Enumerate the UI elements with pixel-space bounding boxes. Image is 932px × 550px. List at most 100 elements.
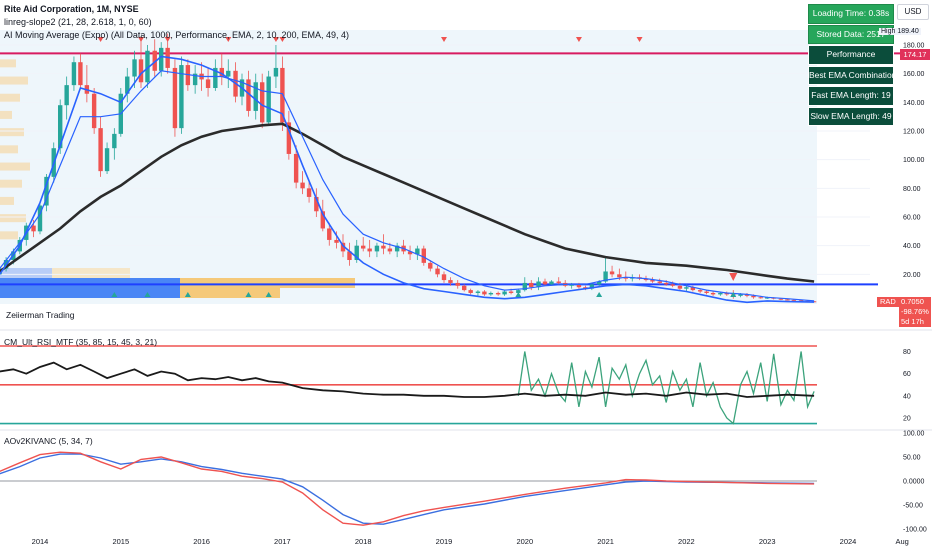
candle-body: [684, 287, 689, 289]
buy-marker: [515, 292, 522, 297]
candle-body: [138, 59, 144, 83]
ao-tick-label: 0.0000: [903, 479, 925, 486]
candle-body: [347, 251, 352, 260]
candle-body: [300, 182, 305, 189]
candle-body: [246, 79, 251, 111]
sell-marker: [138, 37, 144, 42]
candle-body: [556, 281, 561, 283]
candle-body: [421, 248, 426, 263]
fast-ema-line: [0, 70, 815, 302]
candle-body: [205, 79, 211, 88]
candle-body: [394, 245, 400, 252]
linreg-legend[interactable]: linreg-slope2 (21, 28, 2.618, 1, 0, 60): [4, 17, 152, 27]
candle-body: [455, 282, 460, 286]
volume-profile-bar: [0, 231, 18, 240]
candle-body: [596, 281, 602, 285]
time-tick-label: 2014: [32, 537, 49, 546]
candle-body: [266, 76, 271, 123]
last-price-change: -98.76%: [901, 307, 929, 316]
candle-body: [367, 248, 372, 252]
candle-body: [516, 290, 521, 293]
time-tick-label: 2016: [193, 537, 210, 546]
candle-body: [407, 251, 413, 255]
time-tick-label: Aug: [895, 537, 908, 546]
price-tick-label: 160.00: [903, 71, 925, 78]
candle-body: [293, 153, 299, 183]
candle-body: [327, 228, 332, 240]
symbol-title[interactable]: Rite Aid Corporation, 1M, NYSE: [4, 4, 139, 14]
candle-body: [213, 67, 218, 88]
candle-body: [798, 300, 804, 302]
candle-body: [78, 62, 83, 86]
candle-body: [104, 148, 110, 172]
rsi-legend[interactable]: CM_Ult_RSI_MTF (35, 85, 15, 45, 3, 21): [4, 337, 158, 347]
candle-body: [441, 274, 447, 281]
candle-body: [306, 188, 312, 197]
candle-body: [488, 292, 494, 295]
volume-profile-bar: [0, 145, 18, 154]
buy-marker: [111, 292, 118, 297]
sell-marker: [164, 37, 171, 42]
candle-body: [172, 67, 178, 129]
candle-body: [576, 284, 582, 288]
ao-fast-line: [0, 451, 815, 526]
buy-marker: [265, 292, 272, 297]
candle-body: [657, 281, 662, 283]
price-axis[interactable]: 20.00 40.00 60.00 80.00 100.00 120.00 140.00 16…: [903, 43, 925, 279]
signal-markers: [97, 37, 738, 297]
candle-body: [643, 278, 649, 281]
ao-pane: 100.00 50.00 0.0000 -50.00 -100.00: [0, 431, 927, 534]
ticker-badge: RAD: [877, 297, 899, 307]
price-tick-label: 60.00: [903, 215, 921, 222]
price-tick-label: 20.00: [903, 272, 921, 279]
candle-body: [226, 70, 231, 77]
volume-profile-bar: [0, 288, 180, 298]
candle-body: [31, 225, 36, 232]
volume-profile-bar: [0, 93, 20, 102]
high-label: High 189.40: [879, 28, 921, 35]
ao-legend[interactable]: AOv2KIVANC (5, 34, 7): [4, 436, 93, 446]
time-tick-label: 2015: [112, 537, 129, 546]
last-price-tag: RAD 0.7050 -98.76% 5d 17h: [877, 297, 931, 329]
bar-countdown: 5d 17h: [901, 317, 924, 326]
candle-body: [58, 105, 63, 149]
price-levels: [0, 52, 900, 286]
candle-body: [482, 291, 487, 295]
rsi-pane: 20 40 60 80: [0, 345, 911, 425]
candle-body: [542, 281, 548, 285]
candle-body: [664, 282, 669, 285]
candle-body: [529, 282, 534, 288]
candle-body: [428, 262, 433, 269]
candle-body: [785, 299, 790, 301]
ai-ma-legend[interactable]: AI Moving Average (Expo) (All Data, 1000…: [4, 30, 350, 40]
resistance-price-tag: 174.17: [900, 49, 930, 60]
candle-body: [603, 271, 608, 282]
high-value: 189.40: [897, 28, 919, 35]
candle-body: [145, 50, 150, 83]
ao-tick-label: -50.00: [903, 503, 923, 510]
price-tick-label: 80.00: [903, 186, 921, 193]
sell-arrow: [729, 273, 738, 281]
candle-body: [778, 298, 784, 300]
rsi-fast-line: [517, 351, 815, 425]
slow-ema-line: [0, 122, 815, 283]
volume-profile-bar: [0, 59, 16, 68]
slow-ema-cell: Slow EMA Length: 49: [808, 106, 894, 126]
candle-body: [738, 294, 743, 296]
candle-body: [617, 274, 622, 278]
currency-button[interactable]: USD: [897, 4, 929, 20]
volume-profile-bar: [0, 179, 22, 188]
rsi-tick-label: 80: [903, 349, 911, 356]
ao-tick-label: 100.00: [903, 431, 925, 438]
sell-marker: [441, 37, 447, 42]
candle-body: [98, 128, 103, 172]
candle-body: [448, 280, 453, 283]
price-tick-label: 100.00: [903, 157, 925, 164]
candle-body: [314, 196, 319, 212]
candle-body: [718, 292, 723, 295]
volume-profile-bar: [0, 128, 24, 137]
buy-marker: [245, 292, 252, 297]
time-axis[interactable]: 2014 2015 2016 2017 2018 2019 2020 2021 2022 2023…: [32, 537, 909, 546]
candle-body: [334, 239, 339, 243]
candle-body: [758, 297, 763, 299]
